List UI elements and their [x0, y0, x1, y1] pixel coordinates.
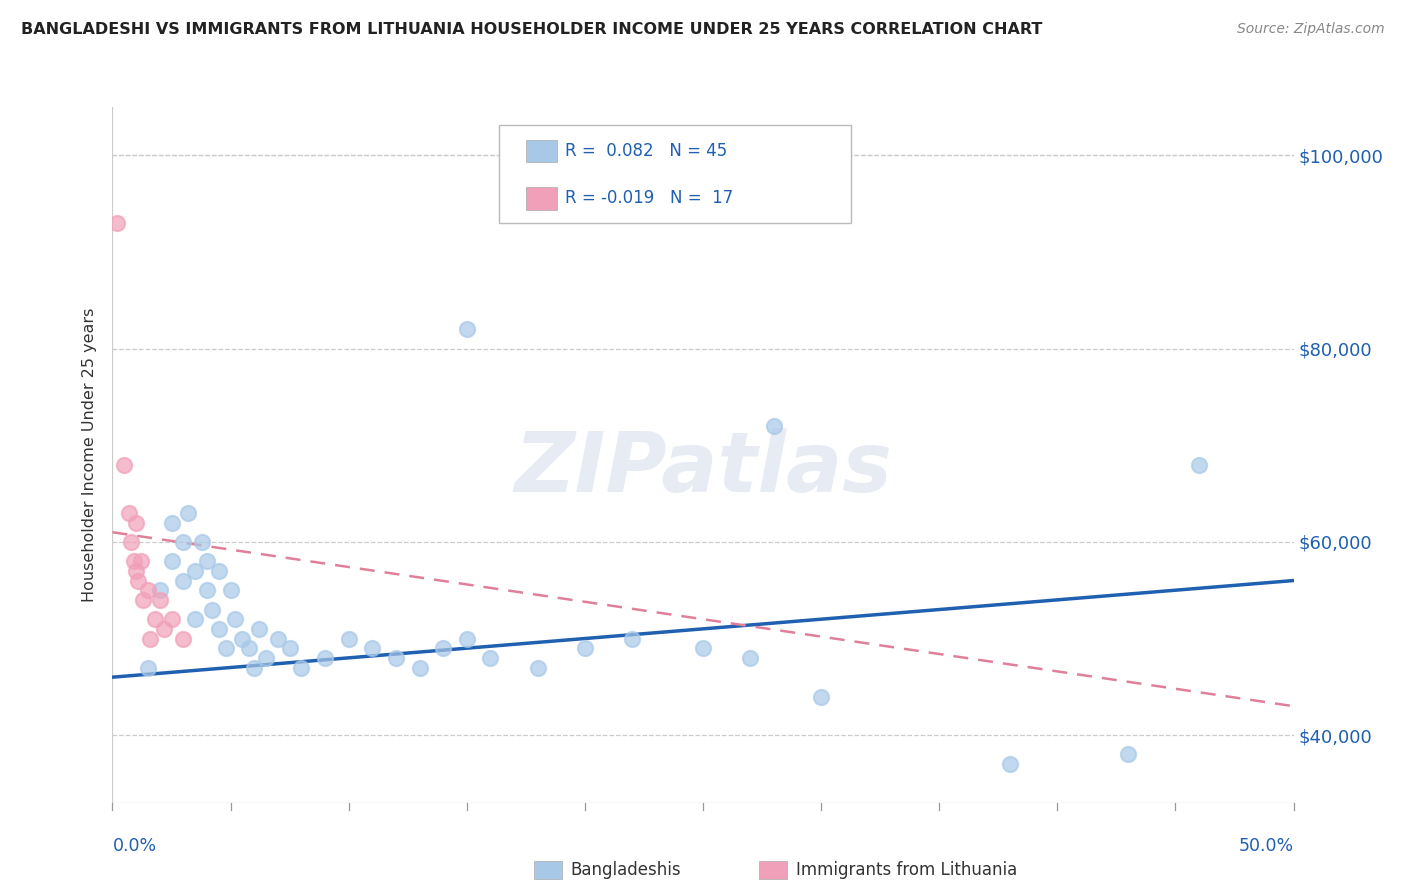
- Point: [408, 660, 430, 674]
- Point: [290, 660, 312, 674]
- Point: [149, 593, 172, 607]
- Point: [574, 641, 596, 656]
- Point: [456, 632, 478, 646]
- Point: [224, 612, 246, 626]
- Point: [122, 554, 145, 568]
- Text: R =  0.082   N = 45: R = 0.082 N = 45: [565, 142, 727, 161]
- Point: [160, 612, 183, 626]
- Point: [385, 651, 408, 665]
- Point: [129, 554, 152, 568]
- Point: [160, 516, 183, 530]
- Point: [195, 583, 218, 598]
- Point: [172, 535, 194, 549]
- Point: [177, 506, 200, 520]
- Point: [762, 419, 785, 434]
- Point: [125, 564, 148, 578]
- Point: [149, 583, 172, 598]
- Point: [621, 632, 644, 646]
- Point: [132, 593, 155, 607]
- Point: [201, 602, 224, 616]
- Point: [118, 506, 141, 520]
- Text: R = -0.019   N =  17: R = -0.019 N = 17: [565, 189, 734, 208]
- Point: [184, 564, 207, 578]
- Point: [479, 651, 502, 665]
- Point: [215, 641, 238, 656]
- Point: [267, 632, 290, 646]
- Point: [278, 641, 301, 656]
- Point: [314, 651, 336, 665]
- Text: 0.0%: 0.0%: [112, 837, 156, 855]
- Point: [254, 651, 277, 665]
- Point: [810, 690, 832, 704]
- Point: [172, 632, 194, 646]
- Point: [456, 322, 478, 336]
- Point: [105, 216, 128, 230]
- Point: [238, 641, 260, 656]
- Point: [219, 583, 242, 598]
- Point: [184, 612, 207, 626]
- Point: [125, 516, 148, 530]
- Point: [153, 622, 176, 636]
- Point: [143, 612, 166, 626]
- Point: [361, 641, 384, 656]
- Point: [231, 632, 253, 646]
- Text: ZIPatlas: ZIPatlas: [515, 428, 891, 509]
- Point: [247, 622, 270, 636]
- Point: [208, 564, 231, 578]
- Y-axis label: Householder Income Under 25 years: Householder Income Under 25 years: [82, 308, 97, 602]
- Point: [1116, 747, 1139, 762]
- Point: [160, 554, 183, 568]
- Point: [191, 535, 214, 549]
- Point: [692, 641, 714, 656]
- Text: Source: ZipAtlas.com: Source: ZipAtlas.com: [1237, 22, 1385, 37]
- Point: [195, 554, 218, 568]
- Point: [120, 535, 142, 549]
- Point: [172, 574, 194, 588]
- Point: [1188, 458, 1211, 472]
- Point: [526, 660, 548, 674]
- Point: [432, 641, 454, 656]
- Point: [208, 622, 231, 636]
- Point: [136, 583, 159, 598]
- Point: [337, 632, 360, 646]
- Point: [998, 757, 1021, 772]
- Text: Bangladeshis: Bangladeshis: [571, 861, 682, 879]
- Point: [127, 574, 149, 588]
- Point: [740, 651, 762, 665]
- Point: [243, 660, 266, 674]
- Text: BANGLADESHI VS IMMIGRANTS FROM LITHUANIA HOUSEHOLDER INCOME UNDER 25 YEARS CORRE: BANGLADESHI VS IMMIGRANTS FROM LITHUANIA…: [21, 22, 1042, 37]
- Text: 50.0%: 50.0%: [1239, 837, 1294, 855]
- Point: [136, 660, 159, 674]
- Text: Immigrants from Lithuania: Immigrants from Lithuania: [796, 861, 1017, 879]
- Point: [139, 632, 162, 646]
- Point: [112, 458, 135, 472]
